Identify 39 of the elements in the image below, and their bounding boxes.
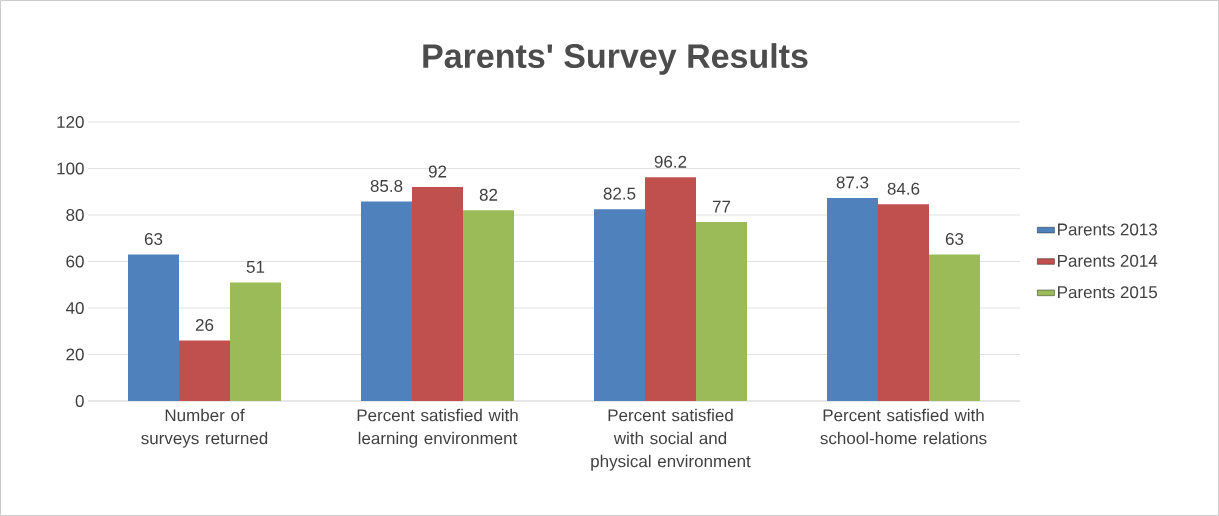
data-label: 63 [144, 232, 163, 245]
data-label: 96.2 [654, 155, 687, 168]
bar [594, 209, 645, 401]
y-tick-label: 80 [66, 208, 84, 222]
legend-label: Parents 2013 [1058, 223, 1157, 236]
data-label: 77 [712, 200, 731, 213]
bar [645, 177, 696, 401]
data-label: 82.5 [603, 187, 636, 200]
data-label: 26 [195, 318, 214, 332]
data-label: 87.3 [836, 176, 869, 189]
legend-label: Parents 2015 [1058, 286, 1158, 299]
y-tick-label: 40 [65, 301, 84, 315]
bar [361, 201, 413, 401]
x-tick-label: Percent satisfied with school-home relations [820, 408, 987, 445]
y-tick-label: 60 [66, 255, 84, 268]
x-tick-label: Number of surveys returned [141, 408, 268, 448]
x-tick-label: Percent satisfied with learning environment [357, 408, 518, 448]
data-label: 51 [246, 261, 265, 273]
bar [827, 198, 878, 401]
bar [412, 187, 463, 401]
data-label: 63 [945, 232, 964, 245]
legend-label: Parents 2014 [1058, 254, 1158, 267]
bar [463, 210, 514, 401]
bar [929, 254, 980, 401]
y-tick-label: 20 [66, 348, 84, 361]
data-label: 92 [428, 165, 447, 178]
y-tick-label: 0 [75, 394, 84, 408]
bar [179, 340, 231, 401]
y-tick-label: 100 [57, 162, 84, 175]
chart-title: Parents' Survey Results [423, 43, 808, 75]
data-label: 85.8 [370, 179, 403, 192]
data-label: 82 [479, 188, 498, 201]
data-label: 84.6 [887, 182, 920, 195]
x-tick-label: Percent satisfied with social and physical environment [591, 408, 751, 471]
y-tick-label: 120 [57, 115, 84, 129]
bar [696, 221, 747, 401]
bar [128, 254, 180, 401]
bar [230, 282, 282, 401]
bar [878, 204, 929, 401]
